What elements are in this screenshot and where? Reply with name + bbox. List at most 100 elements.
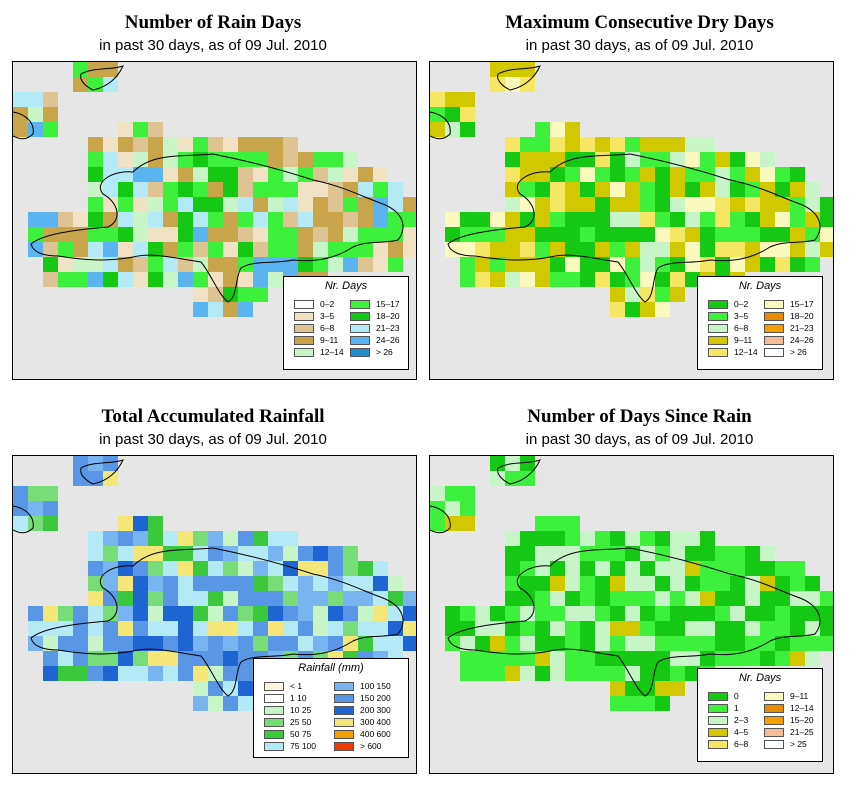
grid-cell [373,636,388,651]
grid-cell [580,576,595,591]
grid-cell [298,167,313,182]
grid-cell [520,137,535,152]
grid-cell [685,257,700,272]
grid-cell [223,287,238,302]
grid-cell [610,591,625,606]
legend-label: 18–20 [790,311,814,321]
grid-cell [343,227,358,242]
map-grid [13,62,416,317]
grid-cell [640,137,655,152]
legend-item: 50 75 [264,729,311,739]
grid-cell [640,606,655,621]
grid-cell [520,257,535,272]
grid-cell [313,561,328,576]
grid-cell [715,167,730,182]
grid-cell [148,531,163,546]
grid-cell [595,272,610,287]
grid-cell [595,651,610,666]
grid-cell [445,212,460,227]
grid-cell [178,137,193,152]
grid-cell [760,212,775,227]
grid-cell [775,242,790,257]
grid-cell [655,606,670,621]
grid-cell [580,621,595,636]
grid-cell [133,227,148,242]
grid-cell [760,576,775,591]
grid-cell [238,257,253,272]
grid-cell [700,606,715,621]
grid-cell [520,152,535,167]
map-since-rain[interactable] [429,455,834,774]
grid-cell [223,591,238,606]
legend-label: 150 200 [360,693,391,703]
grid-cell [103,137,118,152]
grid-cell [535,651,550,666]
grid-cell [193,242,208,257]
legend-label: 3–5 [734,311,749,321]
grid-cell [163,137,178,152]
legend-item: > 25 [764,739,807,749]
grid-cell [28,636,43,651]
grid-cell [610,666,625,681]
grid-cell [550,606,565,621]
grid-cell [580,257,595,272]
island-outline [497,65,541,91]
legend-label: 400 600 [360,729,391,739]
grid-cell [343,591,358,606]
grid-cell [388,227,403,242]
legend-item: 6–8 [708,739,748,749]
grid-cell [193,167,208,182]
legend-swatch [764,323,784,333]
grid-cell [73,62,88,77]
legend-label: 50 75 [290,729,312,739]
grid-cell [193,257,208,272]
grid-cell [118,651,133,666]
grid-cell [43,242,58,257]
legend-item: 150 200 [334,693,391,703]
grid-cell [253,531,268,546]
legend-item: 9–11 [764,691,808,701]
grid-cell [163,621,178,636]
grid-cell [535,227,550,242]
grid-cell [775,182,790,197]
legend-item: 4–5 [708,727,748,737]
grid-cell [490,606,505,621]
grid-cell [163,272,178,287]
grid-cell [298,636,313,651]
grid-cell [28,501,43,516]
grid-cell [460,227,475,242]
legend-title: Nr. Days [738,672,782,684]
grid-cell [640,666,655,681]
grid-cell [358,182,373,197]
grid-cell [118,227,133,242]
grid-cell [535,621,550,636]
grid-cell [358,167,373,182]
grid-cell [580,182,595,197]
grid-cell [700,197,715,212]
grid-cell [670,651,685,666]
grid-cell [238,212,253,227]
grid-cell [253,182,268,197]
grid-cell [520,212,535,227]
grid-cell [313,182,328,197]
grid-cell [655,137,670,152]
grid-cell [133,122,148,137]
grid-cell [565,227,580,242]
grid-cell [43,92,58,107]
grid-cell [148,122,163,137]
grid-cell [505,167,520,182]
grid-cell [595,576,610,591]
grid-cell [238,227,253,242]
grid-cell [208,591,223,606]
map-rain-days[interactable] [12,61,417,380]
grid-cell [700,561,715,576]
grid-cell [745,606,760,621]
grid-cell [223,651,238,666]
grid-cell [283,591,298,606]
panel-subtitle: in past 30 days, as of 09 Jul. 2010 [99,431,327,448]
grid-cell [298,621,313,636]
grid-cell [535,197,550,212]
grid-cell [775,576,790,591]
grid-cell [520,636,535,651]
grid-cell [700,621,715,636]
